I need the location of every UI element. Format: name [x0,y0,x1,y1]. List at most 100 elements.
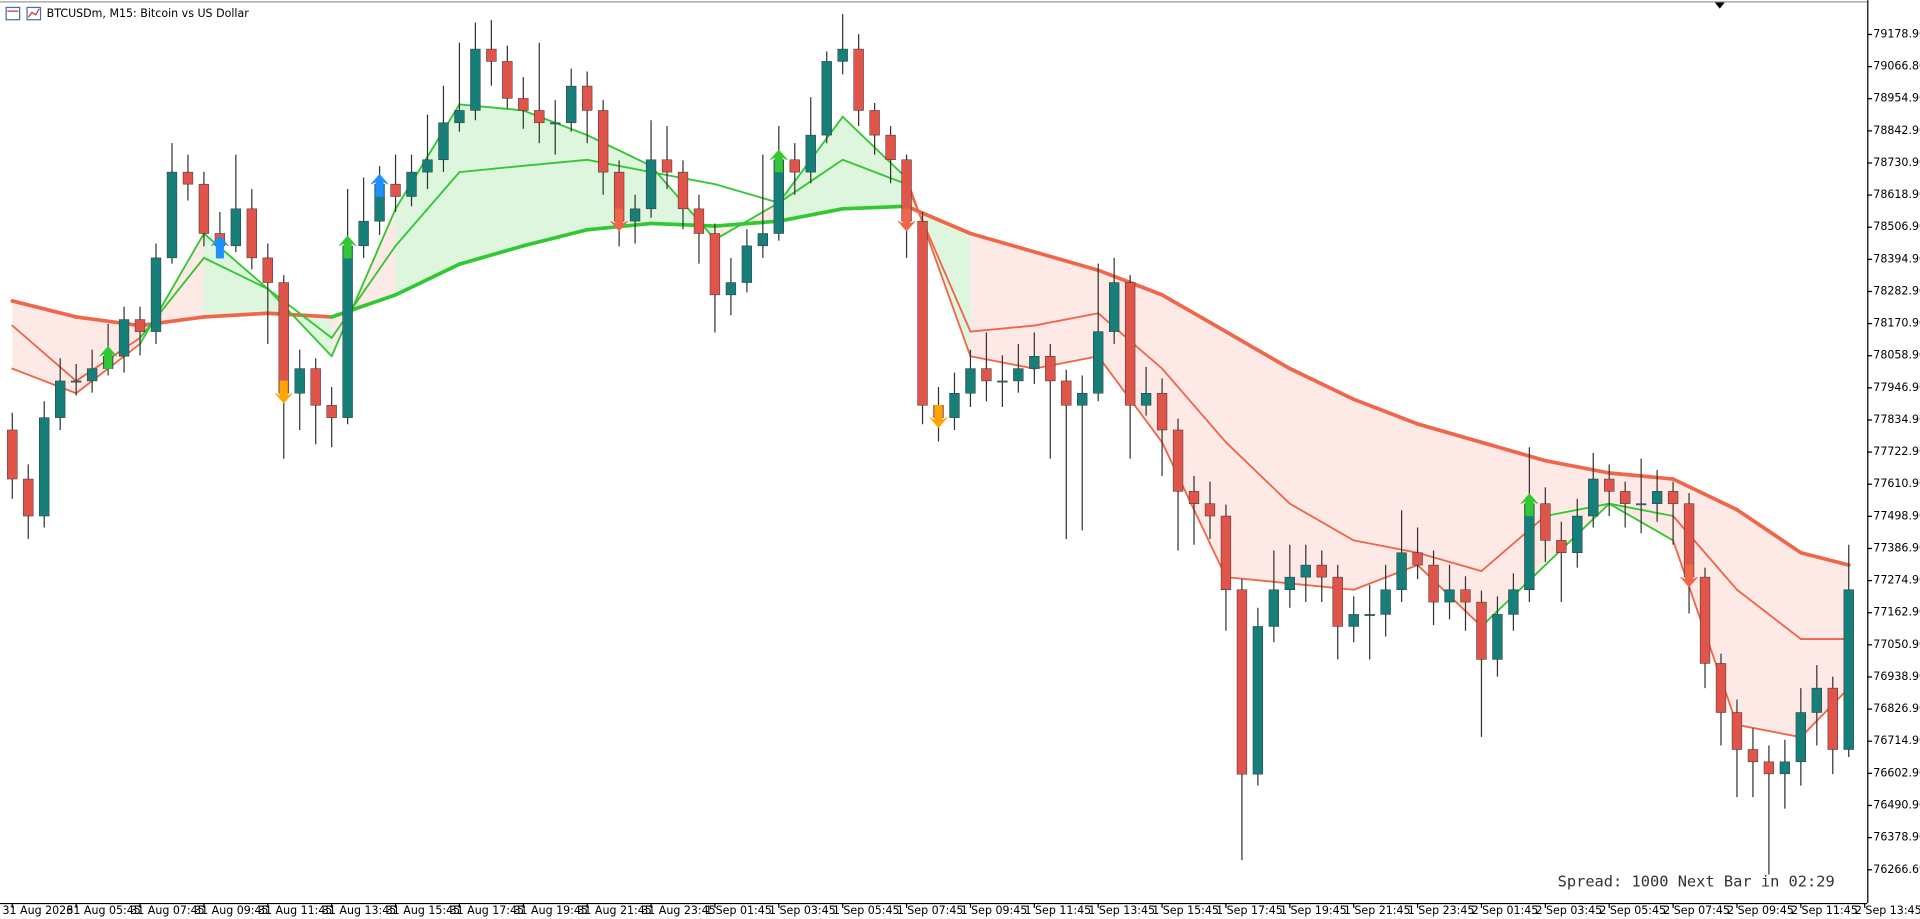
y-tick-label: 78282.90 [1873,284,1920,297]
axes: 79178.90 79066.80 78954.90 78842.90 78730.90… [2,27,1920,916]
moving-average-segment [1288,502,1355,542]
shift-marker[interactable] [1714,2,1725,9]
y-tick-label: 77386.90 [1873,541,1920,554]
spread-info: Spread: 1000 Next Bar in 02:29 [1558,873,1835,891]
moving-average-segment [1671,477,1739,512]
x-tick-label: 1 Sep 19:45 [1280,904,1347,917]
x-tick-label: 2 Sep 13:45 [1855,904,1920,917]
signal-arrow [211,235,229,259]
moving-average-segment [841,158,908,186]
x-tick-label: 2 Sep 05:45 [1599,904,1666,917]
y-tick-label: 78170.90 [1873,317,1920,330]
candle-body [566,85,577,124]
moving-average-segment [266,287,333,339]
candle-body [1364,614,1375,616]
candle-body [1444,589,1455,603]
candle-body [1604,478,1615,492]
y-tick-label: 76490.90 [1873,798,1920,811]
ma-band-fill [140,233,204,344]
moving-average-segment [74,315,142,328]
y-tick-label: 79178.90 [1873,27,1920,40]
candle-body [885,134,896,161]
candle-body [454,110,465,124]
signal-arrow [897,208,916,232]
y-tick-label: 76714.90 [1873,734,1920,747]
candle-body [198,183,210,234]
candle-body [821,61,832,136]
x-tick-label: 1 Sep 07:45 [897,904,964,917]
candle-body [629,208,641,222]
candle-body [23,478,34,517]
moving-average-segment [713,219,781,228]
candle-body [55,380,66,418]
candle-body [1412,552,1423,566]
moving-average-segment [1672,515,1738,591]
candle-body [502,61,513,99]
candle-body [1588,478,1599,517]
candle-body [1061,380,1072,406]
moving-average-segment [1416,551,1483,573]
candle-body [645,159,657,210]
candle-body [1715,663,1727,713]
candle-body [1109,282,1120,332]
candle-body [582,85,593,111]
ma-band-fill [970,233,1035,369]
moving-average-segment [265,311,334,319]
y-tick-label: 76378.90 [1873,831,1920,844]
y-tick-label: 78618.90 [1873,188,1920,201]
x-tick-label: 31 Aug 15:45 [386,904,461,917]
y-tick-label: 77498.90 [1873,509,1920,522]
x-tick-label: 2 Sep 07:45 [1663,904,1730,917]
moving-average-segment [840,204,909,211]
ma-band-fill [842,116,907,209]
moving-average-segment [1415,422,1484,445]
moving-average-segment [1225,576,1291,585]
candle-body [1556,540,1567,553]
candle-body [789,159,800,173]
candle-body [1843,589,1854,750]
candle-body [550,122,561,125]
candle-body [518,98,529,111]
x-tick-label: 31 Aug 19:45 [513,904,588,917]
candle-body [278,282,289,394]
candle-body [1651,491,1663,504]
moving-average-segment [458,164,525,174]
candle-body [406,171,417,197]
icon-detail [27,8,40,18]
y-tick-label: 77050.90 [1873,638,1920,651]
x-tick-label: 1 Sep 23:45 [1408,904,1475,917]
moving-average-segment [1161,367,1227,444]
candle-body [869,110,880,136]
signal-arrow [1520,493,1539,517]
moving-average-segment [458,103,525,112]
candle-body [1236,589,1248,775]
moving-average-segment [1351,397,1420,426]
candle-body [326,405,337,418]
moving-average-segment [521,227,590,248]
moving-average-segment [1543,458,1612,475]
candle-body [342,245,353,418]
candle-body [965,368,976,394]
x-tick-label: 1 Sep 09:45 [961,904,1028,917]
candle-body [486,48,497,62]
candle-body [693,208,705,234]
candle-body [1492,614,1503,660]
y-tick-label: 77834.90 [1873,413,1920,426]
signal-arrow [338,235,357,259]
signal-arrow [99,345,117,369]
moving-average-segment [330,207,397,358]
moving-average-segment [11,367,78,395]
candle-body [1220,515,1232,590]
moving-average-segment [393,262,462,297]
candle-body [1045,356,1056,382]
candle-body [981,368,992,382]
y-tick-label: 76602.90 [1873,766,1920,779]
icon-table[interactable] [5,6,21,21]
moving-average-segment [11,324,78,382]
candle-body [39,417,50,517]
candle-body [949,393,960,418]
ma-band-fill [1225,331,1290,584]
candle-body [1316,564,1327,578]
